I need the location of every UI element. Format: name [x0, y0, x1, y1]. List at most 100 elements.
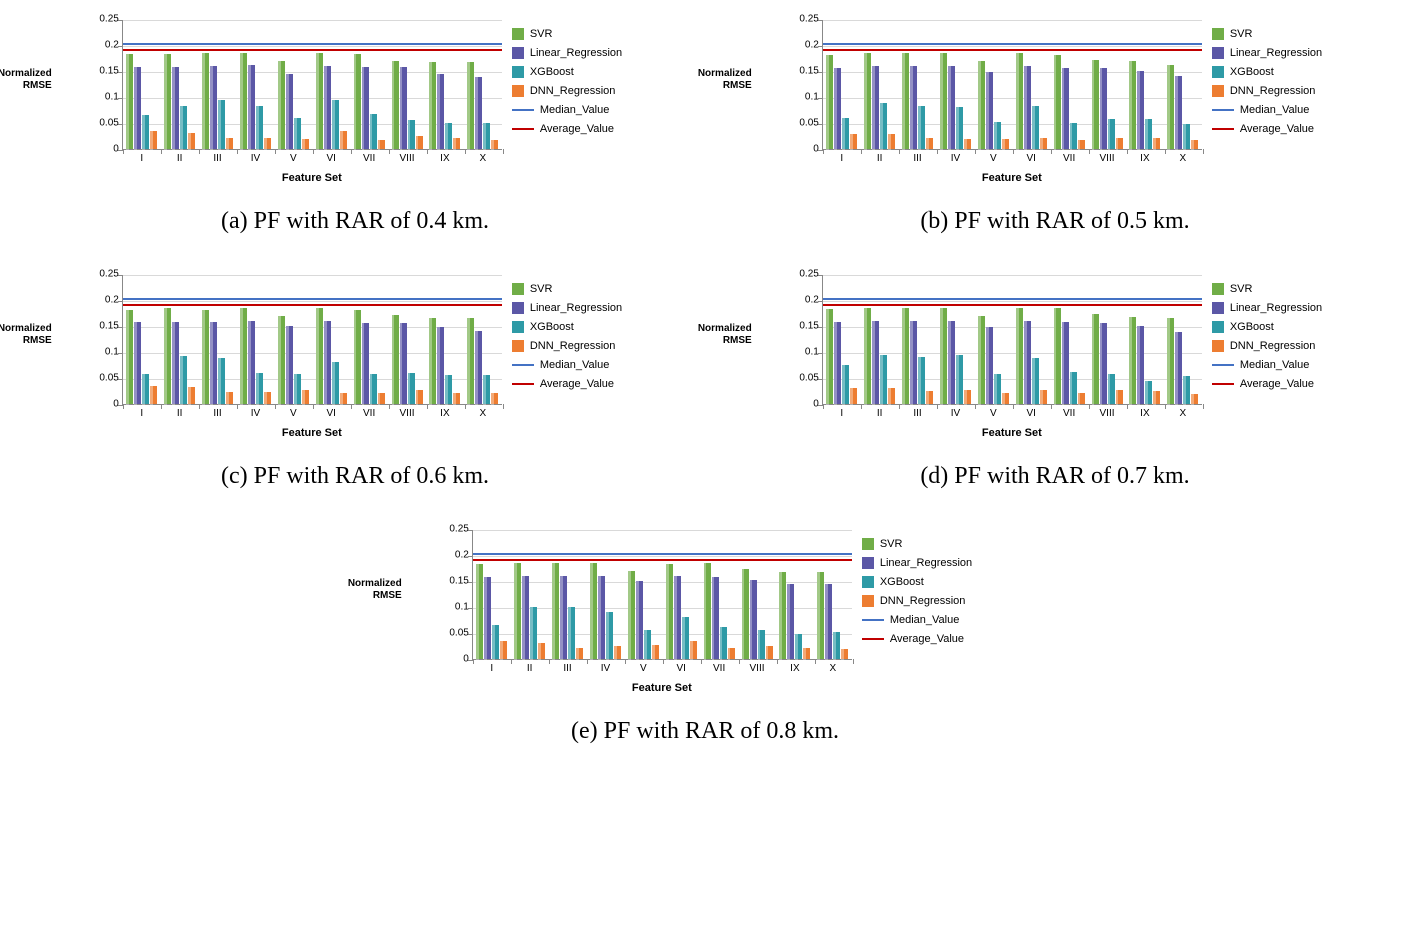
bar-dnn: [302, 390, 309, 404]
panel-caption: (a) PF with RAR of 0.4 km.: [221, 208, 489, 235]
panel-caption: (c) PF with RAR of 0.6 km.: [221, 463, 489, 490]
x-tick-label: VI: [326, 149, 335, 164]
bar-svr: [666, 564, 673, 659]
x-tick-label: VIII: [399, 404, 414, 419]
x-tick-label: V: [290, 149, 297, 164]
legend: SVRLinear_RegressionXGBoostDNN_Regressio…: [512, 20, 622, 142]
legend-swatch-box-icon: [1212, 283, 1224, 295]
bar-dnn: [1191, 394, 1198, 404]
bar-lr: [948, 66, 955, 149]
plot-area: 00.050.10.150.20.25IIIIIIIVVVIVIIVIIIIXX: [122, 275, 502, 405]
legend-item-dnn: DNN_Regression: [512, 340, 622, 352]
bar-dnn: [690, 641, 697, 659]
legend-swatch-box-icon: [862, 576, 874, 588]
bar-lr: [834, 68, 841, 149]
bar-group: V: [278, 61, 309, 149]
x-tick-label: III: [913, 149, 921, 164]
legend-label: Linear_Regression: [530, 302, 622, 314]
bar-xgb: [606, 612, 613, 659]
x-tick-label: VI: [1026, 404, 1035, 419]
bar-lr: [134, 67, 141, 149]
y-tick-label: 0.1: [805, 347, 823, 358]
bar-svr: [978, 61, 985, 149]
bar-group: IV: [940, 308, 971, 404]
legend-item-lr: Linear_Regression: [1212, 302, 1322, 314]
bar-svr: [126, 310, 133, 404]
bar-group: VIII: [1092, 314, 1123, 404]
x-tick-mark: [237, 404, 238, 409]
legend-swatch-line-icon: [1212, 383, 1234, 385]
bar-dnn: [803, 648, 810, 659]
bar-lr: [324, 66, 331, 149]
bar-dnn: [340, 393, 347, 404]
bar-lr: [712, 577, 719, 659]
y-tick-label: 0.05: [99, 118, 122, 129]
bar-svr: [164, 54, 171, 149]
bar-group: VII: [704, 563, 735, 659]
x-tick-label: II: [177, 149, 183, 164]
legend-item-dnn: DNN_Regression: [1212, 85, 1322, 97]
bar-xgb: [332, 100, 339, 149]
bar-lr: [1137, 326, 1144, 404]
legend-item-svr: SVR: [512, 28, 622, 40]
legend-swatch-box-icon: [862, 557, 874, 569]
y-tick-label: 0.1: [805, 92, 823, 103]
legend-swatch-box-icon: [1212, 321, 1224, 333]
x-tick-mark: [199, 149, 200, 154]
bar-xgb: [445, 123, 452, 149]
y-axis-title: NormalizedRMSE: [0, 68, 52, 92]
bar-group: IV: [590, 563, 621, 659]
bar-group: X: [1167, 318, 1198, 404]
legend-item-dnn: DNN_Regression: [1212, 340, 1322, 352]
legend: SVRLinear_RegressionXGBoostDNN_Regressio…: [1212, 275, 1322, 397]
legend-label: Average_Value: [540, 123, 614, 135]
bar-group: IX: [779, 572, 810, 659]
bar-dnn: [188, 133, 195, 149]
bar-xgb: [180, 106, 187, 149]
x-tick-mark: [587, 659, 588, 664]
x-tick-label: V: [990, 404, 997, 419]
bar-lr: [1062, 68, 1069, 149]
chart-panel-c: NormalizedRMSE00.050.10.150.20.25IIIIIII…: [35, 275, 675, 490]
x-tick-label: II: [177, 404, 183, 419]
x-tick-label: I: [140, 404, 143, 419]
y-tick-label: 0.1: [105, 92, 123, 103]
legend-swatch-line-icon: [512, 383, 534, 385]
y-axis-title: NormalizedRMSE: [698, 68, 752, 92]
legend: SVRLinear_RegressionXGBoostDNN_Regressio…: [862, 530, 972, 652]
bar-dnn: [841, 649, 848, 659]
bar-group: II: [864, 308, 895, 404]
bar-svr: [1167, 65, 1174, 149]
y-tick-label: 0.2: [105, 295, 123, 306]
bar-dnn: [188, 387, 195, 404]
x-tick-label: VII: [1063, 149, 1075, 164]
x-tick-mark: [701, 659, 702, 664]
legend-swatch-line-icon: [512, 109, 534, 111]
bar-lr: [834, 322, 841, 404]
legend-label: Average_Value: [540, 378, 614, 390]
bar-lr: [172, 322, 179, 404]
legend-item-xgb: XGBoost: [1212, 321, 1322, 333]
bar-group: VI: [316, 53, 347, 149]
bar-svr: [1016, 308, 1023, 404]
bar-group: VIII: [742, 569, 773, 659]
bar-lr: [986, 72, 993, 149]
bar-svr: [467, 318, 474, 404]
plot-area: 00.050.10.150.20.25IIIIIIIVVVIVIIVIIIIXX: [822, 275, 1202, 405]
bar-lr: [210, 322, 217, 404]
x-tick-label: IV: [251, 149, 260, 164]
bar-svr: [902, 308, 909, 404]
bar-group: I: [826, 309, 857, 404]
x-tick-mark: [275, 149, 276, 154]
bar-lr: [286, 74, 293, 149]
y-tick-label: 0.2: [805, 295, 823, 306]
legend-item-lr: Linear_Regression: [512, 302, 622, 314]
bar-group: X: [817, 572, 848, 659]
bar-group: III: [902, 308, 933, 404]
x-tick-mark: [975, 149, 976, 154]
legend-label: Linear_Regression: [1230, 47, 1322, 59]
x-tick-mark: [549, 659, 550, 664]
legend: SVRLinear_RegressionXGBoostDNN_Regressio…: [512, 275, 622, 397]
bar-xgb: [256, 106, 263, 149]
caption-letter: (e): [571, 718, 604, 744]
